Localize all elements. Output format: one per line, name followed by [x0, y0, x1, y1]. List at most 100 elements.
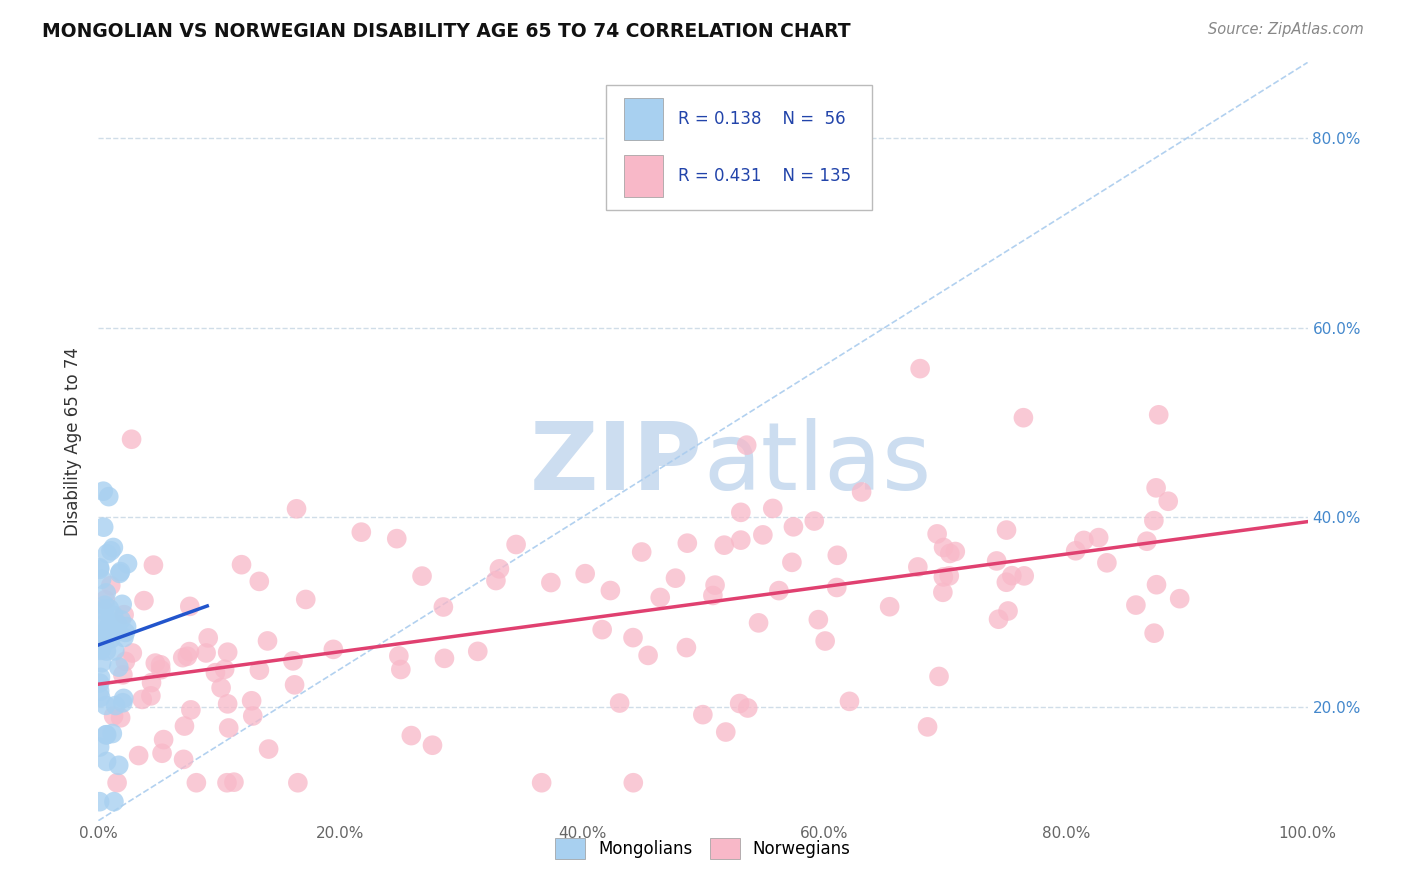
Point [115, 619, 138, 633]
Point [103, 608, 125, 623]
Point [176, 649, 198, 664]
Point [827, 549, 849, 563]
Point [284, 678, 307, 692]
Point [214, 662, 236, 676]
Point [94, 599, 117, 613]
Point [530, 776, 553, 790]
Point [149, 657, 172, 672]
Point [107, 660, 129, 674]
Point [917, 720, 939, 734]
Point [650, 591, 672, 605]
Point [100, 543, 122, 558]
Point [851, 485, 873, 500]
Point [938, 569, 960, 583]
Point [1147, 408, 1170, 422]
Point [89, 676, 111, 690]
Point [93, 604, 115, 618]
Point [488, 562, 510, 576]
Point [139, 689, 162, 703]
Point [150, 746, 173, 760]
Point [664, 571, 686, 585]
Point [141, 675, 163, 690]
Point [285, 501, 308, 516]
Point [112, 691, 135, 706]
Point [467, 644, 489, 658]
Point [907, 560, 929, 574]
Point [103, 541, 125, 555]
Point [908, 361, 931, 376]
Point [143, 656, 166, 670]
Point [197, 631, 219, 645]
Point [89, 636, 111, 650]
Point [432, 599, 454, 614]
Point [730, 505, 752, 519]
Point [939, 546, 962, 560]
Point [215, 776, 238, 790]
Point [90, 656, 112, 670]
Point [702, 589, 724, 603]
Point [621, 776, 644, 790]
Point [93, 602, 115, 616]
Point [242, 709, 264, 723]
Text: Source: ZipAtlas.com: Source: ZipAtlas.com [1208, 22, 1364, 37]
Point [104, 644, 127, 658]
Text: atlas: atlas [703, 418, 931, 510]
Point [173, 719, 195, 733]
Point [1143, 626, 1166, 640]
Point [814, 634, 837, 648]
Point [322, 642, 344, 657]
Point [152, 732, 174, 747]
Point [89, 690, 111, 705]
Point [114, 654, 136, 668]
Point [173, 752, 195, 766]
Point [1146, 578, 1168, 592]
Point [142, 558, 165, 573]
Point [89, 641, 111, 656]
Legend: Mongolians, Norwegians: Mongolians, Norwegians [548, 831, 858, 865]
Point [103, 709, 125, 723]
Point [107, 758, 129, 772]
Point [108, 566, 131, 581]
Point [422, 738, 444, 752]
Point [222, 775, 245, 789]
Point [132, 593, 155, 607]
Point [110, 711, 132, 725]
Point [281, 654, 304, 668]
Point [247, 663, 270, 677]
Point [100, 578, 122, 592]
FancyBboxPatch shape [624, 155, 664, 197]
Point [838, 694, 860, 708]
Point [1136, 534, 1159, 549]
Point [609, 696, 631, 710]
Point [1073, 533, 1095, 548]
Point [121, 646, 143, 660]
Point [388, 648, 411, 663]
Point [389, 663, 412, 677]
Point [231, 558, 253, 572]
Point [599, 583, 621, 598]
Point [1157, 494, 1180, 508]
Point [110, 565, 132, 579]
Point [630, 545, 652, 559]
Point [692, 707, 714, 722]
Point [89, 740, 111, 755]
Point [1087, 531, 1109, 545]
Point [825, 581, 848, 595]
Point [287, 776, 309, 790]
Point [131, 692, 153, 706]
Point [1064, 543, 1087, 558]
Point [411, 569, 433, 583]
Point [762, 501, 785, 516]
Point [879, 599, 901, 614]
Point [179, 599, 201, 614]
Point [247, 574, 270, 589]
Point [995, 523, 1018, 537]
Point [932, 585, 955, 599]
Point [101, 726, 124, 740]
Point [105, 776, 128, 790]
Point [728, 697, 751, 711]
Point [91, 484, 114, 499]
Point [807, 613, 830, 627]
Point [1168, 591, 1191, 606]
Point [748, 615, 770, 630]
